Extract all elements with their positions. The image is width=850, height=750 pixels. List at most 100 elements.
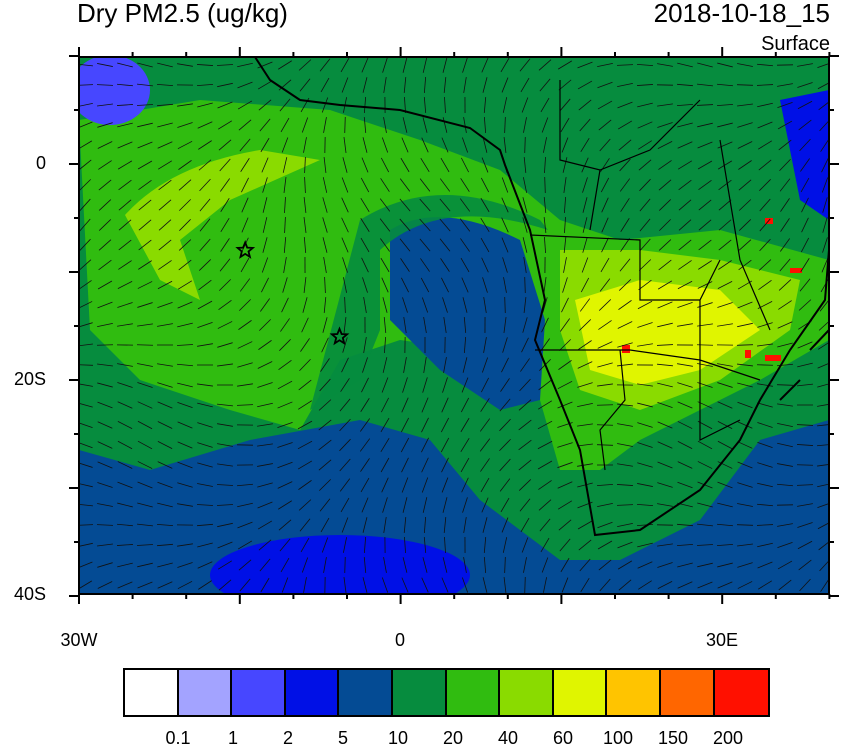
wind-barb: [178, 179, 192, 191]
wind-barb: [157, 62, 173, 68]
wind-barb: [756, 84, 774, 86]
wind-barb: [618, 300, 632, 310]
wind-barb: [217, 522, 233, 528]
wind-barb: [658, 239, 672, 251]
wind-barb: [676, 103, 694, 107]
wind-barb: [217, 541, 233, 549]
wind-barb: [597, 362, 613, 368]
colorbar-label: 5: [337, 728, 349, 748]
wind-barb: [444, 536, 446, 554]
wind-barb: [138, 219, 152, 231]
wind-barb: [797, 82, 813, 88]
wind-barb: [480, 237, 490, 253]
wind-barb: [499, 398, 511, 412]
wind-barb: [697, 122, 713, 128]
wind-barb: [657, 280, 673, 290]
wind-barb: [157, 581, 173, 589]
wind-barb: [737, 63, 753, 67]
wind-barb: [637, 102, 653, 108]
wind-barb: [577, 382, 593, 388]
wind-barb: [360, 458, 370, 472]
wind-barb: [118, 239, 132, 251]
wind-barb: [443, 77, 447, 93]
wind-barb: [777, 523, 793, 527]
wind-barb: [362, 517, 368, 533]
wind-barb: [297, 460, 313, 470]
wind-barb: [157, 160, 173, 170]
wind-barb: [657, 562, 673, 568]
colorbar-label: 100: [602, 728, 634, 748]
wind-barb: [157, 421, 173, 429]
wind-barb: [537, 400, 553, 410]
wind-barb: [798, 299, 812, 311]
wind-barb: [278, 359, 292, 371]
wind-barb: [362, 277, 368, 293]
wind-barb: [543, 217, 547, 233]
wind-barb: [620, 198, 630, 212]
wind-barb: [117, 160, 133, 170]
colorbar-label: 1: [227, 728, 239, 748]
wind-barb: [582, 177, 588, 193]
wind-barb: [341, 237, 349, 253]
wind-barb: [577, 520, 593, 530]
wind-barb: [538, 59, 552, 71]
wind-barb: [240, 158, 250, 172]
wind-barb: [617, 83, 633, 87]
wind-barb: [717, 481, 733, 489]
wind-barb: [462, 297, 468, 313]
wind-barb: [557, 481, 573, 489]
wind-barb: [97, 441, 113, 449]
wind-barb: [822, 237, 828, 253]
wind-barb: [116, 83, 134, 87]
wind-barb: [444, 96, 446, 114]
wind-barb: [177, 543, 193, 547]
wind-barb: [319, 498, 331, 512]
wind-barb: [617, 363, 633, 367]
wind-barb: [482, 137, 488, 153]
wind-barb: [401, 137, 409, 153]
wind-barb: [617, 560, 633, 570]
wind-barb: [196, 83, 214, 87]
wind-barb: [717, 160, 733, 170]
wind-barb: [800, 258, 810, 272]
wind-barb: [577, 423, 593, 427]
wind-barb: [277, 422, 293, 428]
wind-barb: [502, 337, 508, 353]
wind-barb: [137, 141, 153, 149]
colorbar-label: 60: [552, 728, 574, 748]
wind-barb: [737, 562, 753, 568]
wind-barb: [443, 517, 447, 533]
wind-barb: [137, 363, 153, 367]
wind-barb: [677, 302, 693, 308]
wind-barb: [697, 281, 713, 289]
wind-barb: [381, 137, 389, 153]
wind-barb: [637, 121, 653, 129]
colorbar-swatch: [125, 670, 179, 715]
wind-barb: [696, 104, 714, 106]
wind-barb: [401, 457, 409, 473]
wind-barb: [544, 176, 546, 194]
wind-barb: [237, 341, 253, 349]
wind-barb: [462, 57, 468, 73]
wind-barb: [383, 117, 387, 133]
wind-barb: [717, 562, 733, 568]
wind-barb: [137, 502, 153, 508]
wind-barb: [678, 199, 692, 211]
wind-barb: [777, 422, 793, 428]
wind-barb: [423, 536, 427, 554]
wind-barb: [757, 140, 773, 150]
wind-barb: [98, 199, 112, 211]
wind-barb: [737, 141, 753, 149]
wind-barb: [137, 160, 153, 170]
wind-barb: [361, 157, 369, 173]
wind-barb: [280, 557, 290, 573]
wind-barb: [780, 218, 790, 232]
wind-barb: [324, 276, 326, 294]
wind-barb: [757, 580, 773, 590]
wind-barb: [238, 559, 252, 571]
wind-barb: [237, 62, 253, 68]
wind-barb: [718, 179, 732, 191]
wind-barb: [381, 477, 389, 493]
wind-barb: [757, 121, 773, 129]
wind-barb: [301, 317, 309, 333]
